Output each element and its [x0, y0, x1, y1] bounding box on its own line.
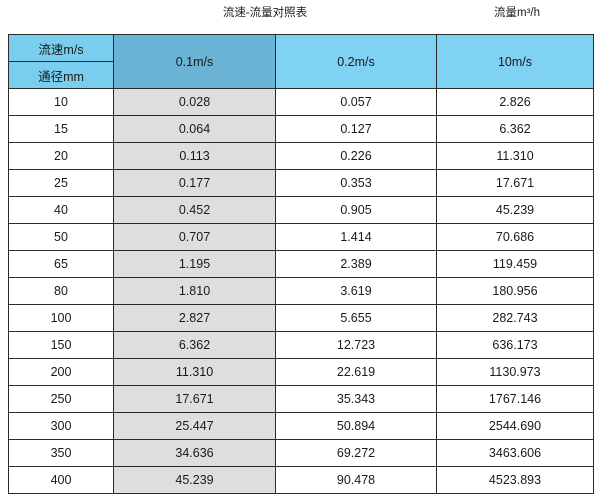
cell-diameter: 10 [8, 88, 114, 116]
header-row-bottom: 通径mm [8, 61, 594, 89]
cell-flow-v1: 0.064 [113, 115, 276, 143]
cell-flow-v2: 90.478 [275, 466, 437, 494]
cell-flow-v1: 45.239 [113, 466, 276, 494]
cell-flow-v2: 1.414 [275, 223, 437, 251]
table-row: 400 45.239 90.478 4523.893 [8, 466, 594, 494]
cell-flow-v3: 11.310 [436, 142, 594, 170]
cell-flow-v1: 0.028 [113, 88, 276, 116]
table-row: 65 1.195 2.389 119.459 [8, 250, 594, 278]
cell-flow-v1: 0.707 [113, 223, 276, 251]
cell-flow-v2: 3.619 [275, 277, 437, 305]
cell-diameter: 350 [8, 439, 114, 467]
cell-flow-v1: 2.827 [113, 304, 276, 332]
cell-diameter: 100 [8, 304, 114, 332]
cell-flow-v3: 2.826 [436, 88, 594, 116]
flow-rate-table: 流速m/s 0.1m/s 0.2m/s 10m/s 通径mm 10 0.028 … [8, 34, 594, 494]
cell-flow-v1: 0.452 [113, 196, 276, 224]
cell-flow-v1: 1.810 [113, 277, 276, 305]
cell-flow-v3: 636.173 [436, 331, 594, 359]
header-row-top: 流速m/s 0.1m/s 0.2m/s 10m/s [8, 34, 594, 89]
cell-flow-v1: 17.671 [113, 385, 276, 413]
cell-flow-v2: 5.655 [275, 304, 437, 332]
table-row: 250 17.671 35.343 1767.146 [8, 385, 594, 413]
cell-flow-v3: 1130.973 [436, 358, 594, 386]
cell-flow-v3: 4523.893 [436, 466, 594, 494]
cell-flow-v1: 11.310 [113, 358, 276, 386]
table-row: 80 1.810 3.619 180.956 [8, 277, 594, 305]
cell-flow-v2: 35.343 [275, 385, 437, 413]
table-row: 100 2.827 5.655 282.743 [8, 304, 594, 332]
column-header-velocity-2: 0.2m/s [275, 34, 437, 89]
cell-flow-v3: 119.459 [436, 250, 594, 278]
table-row: 20 0.113 0.226 11.310 [8, 142, 594, 170]
cell-flow-v2: 0.353 [275, 169, 437, 197]
cell-flow-v3: 70.686 [436, 223, 594, 251]
cell-flow-v3: 1767.146 [436, 385, 594, 413]
column-header-velocity-1: 0.1m/s [113, 34, 276, 89]
cell-diameter: 80 [8, 277, 114, 305]
table-row: 10 0.028 0.057 2.826 [8, 88, 594, 116]
unit-label: 流量m³/h [494, 7, 540, 19]
cell-flow-v1: 25.447 [113, 412, 276, 440]
cell-flow-v3: 3463.606 [436, 439, 594, 467]
table-row: 300 25.447 50.894 2544.690 [8, 412, 594, 440]
table-container: 流速m/s 0.1m/s 0.2m/s 10m/s 通径mm 10 0.028 … [8, 34, 594, 494]
cell-diameter: 300 [8, 412, 114, 440]
cell-diameter: 25 [8, 169, 114, 197]
cell-diameter: 40 [8, 196, 114, 224]
cell-flow-v3: 180.956 [436, 277, 594, 305]
table-row: 15 0.064 0.127 6.362 [8, 115, 594, 143]
cell-flow-v2: 0.905 [275, 196, 437, 224]
column-header-velocity-3: 10m/s [436, 34, 594, 89]
table-row: 50 0.707 1.414 70.686 [8, 223, 594, 251]
cell-diameter: 65 [8, 250, 114, 278]
cell-diameter: 15 [8, 115, 114, 143]
cell-flow-v3: 17.671 [436, 169, 594, 197]
table-row: 25 0.177 0.353 17.671 [8, 169, 594, 197]
cell-flow-v3: 2544.690 [436, 412, 594, 440]
corner-header-diameter-label: 通径mm [8, 61, 114, 89]
cell-diameter: 150 [8, 331, 114, 359]
page-title: 流速-流量对照表 [222, 7, 308, 19]
cell-flow-v2: 50.894 [275, 412, 437, 440]
cell-flow-v3: 45.239 [436, 196, 594, 224]
cell-diameter: 250 [8, 385, 114, 413]
table-row: 150 6.362 12.723 636.173 [8, 331, 594, 359]
cell-flow-v2: 0.127 [275, 115, 437, 143]
cell-flow-v3: 6.362 [436, 115, 594, 143]
cell-flow-v2: 0.226 [275, 142, 437, 170]
cell-flow-v2: 69.272 [275, 439, 437, 467]
cell-flow-v1: 0.177 [113, 169, 276, 197]
table-body: 流速m/s 0.1m/s 0.2m/s 10m/s 通径mm 10 0.028 … [8, 34, 594, 494]
cell-diameter: 20 [8, 142, 114, 170]
table-row: 350 34.636 69.272 3463.606 [8, 439, 594, 467]
cell-diameter: 400 [8, 466, 114, 494]
table-row: 200 11.310 22.619 1130.973 [8, 358, 594, 386]
cell-flow-v2: 22.619 [275, 358, 437, 386]
cell-diameter: 50 [8, 223, 114, 251]
cell-flow-v1: 34.636 [113, 439, 276, 467]
cell-flow-v2: 0.057 [275, 88, 437, 116]
cell-flow-v2: 12.723 [275, 331, 437, 359]
cell-flow-v1: 6.362 [113, 331, 276, 359]
caption-row: 流速-流量对照表 流量m³/h [0, 0, 600, 33]
cell-flow-v2: 2.389 [275, 250, 437, 278]
cell-flow-v1: 0.113 [113, 142, 276, 170]
corner-header-velocity-label: 流速m/s [8, 34, 114, 62]
table-row: 40 0.452 0.905 45.239 [8, 196, 594, 224]
cell-diameter: 200 [8, 358, 114, 386]
cell-flow-v1: 1.195 [113, 250, 276, 278]
cell-flow-v3: 282.743 [436, 304, 594, 332]
